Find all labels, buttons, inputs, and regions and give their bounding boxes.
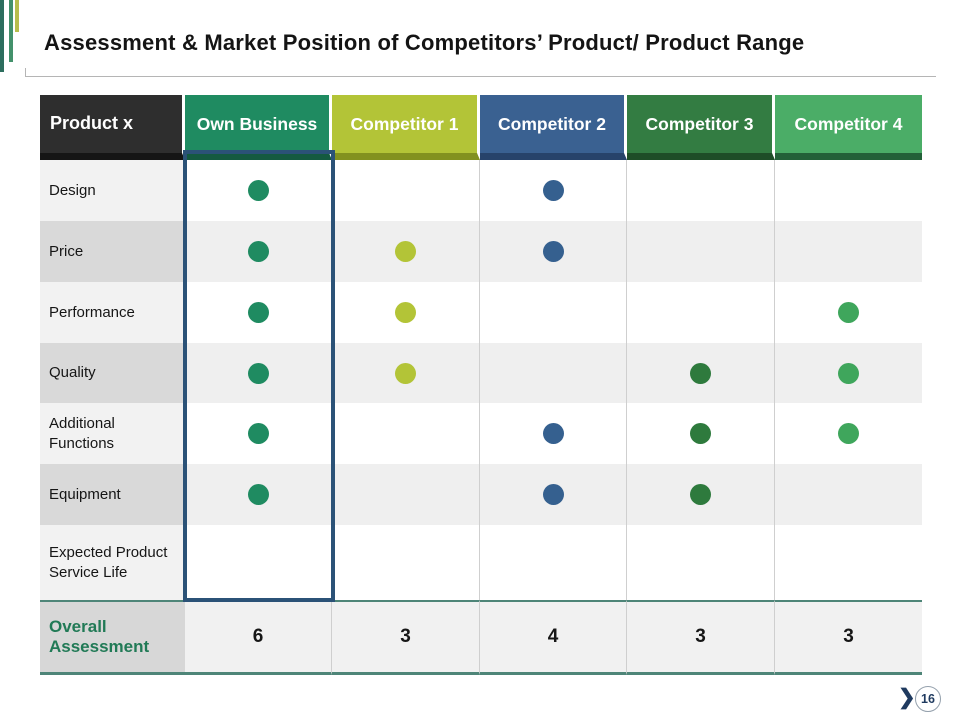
matrix-cell-design-competitor-2 (480, 160, 627, 221)
rating-dot-competitor-1 (395, 362, 416, 384)
rating-dot-competitor-1 (395, 241, 416, 262)
rating-dot-own-business (247, 484, 269, 505)
row-label-equipment: Equipment (40, 464, 185, 525)
matrix-cell-price-own-business (185, 221, 332, 282)
rating-dot-competitor-4 (838, 423, 859, 444)
matrix-cell-expected-product-service-life-competitor-1 (332, 525, 480, 600)
matrix-cell-performance-competitor-2 (480, 282, 627, 343)
page-number-badge[interactable]: 16 (915, 686, 941, 712)
matrix-cell-performance-competitor-4 (775, 282, 922, 343)
rating-dot-own-business (247, 241, 269, 262)
rating-dot-competitor-3 (690, 362, 711, 384)
matrix-cell-design-competitor-1 (332, 160, 480, 221)
matrix-cell-price-competitor-4 (775, 221, 922, 282)
matrix-cell-expected-product-service-life-competitor-2 (480, 525, 627, 600)
decor-stripe-green (9, 0, 13, 62)
row-label-additional-functions: Additional Functions (40, 403, 185, 464)
rating-dot-competitor-1 (395, 302, 416, 323)
next-chevron-icon[interactable]: ❯ (898, 686, 916, 709)
title-rule-tick (25, 68, 26, 77)
rating-dot-competitor-3 (690, 423, 711, 444)
rating-dot-competitor-4 (838, 362, 859, 384)
matrix-cell-quality-own-business (185, 343, 332, 403)
matrix-cell-equipment-competitor-4 (775, 464, 922, 525)
overall-value-competitor-3: 3 (627, 600, 775, 675)
matrix-cell-performance-own-business (185, 282, 332, 343)
header-cell-competitor-2: Competitor 2 (480, 95, 627, 160)
matrix-cell-price-competitor-3 (627, 221, 775, 282)
overall-value-competitor-4: 3 (775, 600, 922, 675)
matrix-cell-equipment-competitor-1 (332, 464, 480, 525)
matrix-cell-additional-functions-competitor-1 (332, 403, 480, 464)
rating-dot-own-business (247, 180, 269, 201)
matrix-cell-equipment-competitor-2 (480, 464, 627, 525)
matrix-cell-additional-functions-competitor-4 (775, 403, 922, 464)
header-cell-competitor-3: Competitor 3 (627, 95, 775, 160)
matrix-cell-equipment-competitor-3 (627, 464, 775, 525)
matrix-cell-quality-competitor-4 (775, 343, 922, 403)
overall-value-own-business: 6 (185, 600, 332, 675)
rating-dot-competitor-2 (542, 180, 564, 201)
row-label-performance: Performance (40, 282, 185, 343)
slide-title: Assessment & Market Position of Competit… (44, 30, 805, 55)
row-label-price: Price (40, 221, 185, 282)
matrix-cell-design-competitor-4 (775, 160, 922, 221)
decor-stripe-teal (0, 0, 4, 72)
title-rule (25, 76, 936, 77)
row-label-expected-product-service-life: Expected Product Service Life (40, 525, 185, 600)
matrix-cell-design-own-business (185, 160, 332, 221)
matrix-cell-price-competitor-1 (332, 221, 480, 282)
matrix-cell-expected-product-service-life-own-business (185, 525, 332, 600)
matrix-cell-equipment-own-business (185, 464, 332, 525)
header-cell-own-business: Own Business (185, 95, 332, 160)
overall-value-competitor-1: 3 (332, 600, 480, 675)
matrix-cell-expected-product-service-life-competitor-4 (775, 525, 922, 600)
matrix-cell-quality-competitor-1 (332, 343, 480, 403)
rating-dot-own-business (247, 423, 269, 444)
matrix-cell-additional-functions-competitor-3 (627, 403, 775, 464)
matrix-cell-additional-functions-own-business (185, 403, 332, 464)
matrix-cell-design-competitor-3 (627, 160, 775, 221)
competitor-assessment-table: Product x Own Business Competitor 1 Competi… (40, 95, 922, 675)
rating-dot-competitor-2 (542, 484, 564, 505)
matrix-cell-quality-competitor-3 (627, 343, 775, 403)
matrix-cell-price-competitor-2 (480, 221, 627, 282)
rating-dot-competitor-3 (690, 484, 711, 505)
matrix-cell-performance-competitor-3 (627, 282, 775, 343)
matrix-cell-expected-product-service-life-competitor-3 (627, 525, 775, 600)
overall-assessment-label: Overall Assessment (40, 600, 185, 675)
rating-dot-own-business (247, 302, 269, 323)
rating-dot-competitor-2 (542, 423, 564, 444)
header-cell-competitor-4: Competitor 4 (775, 95, 922, 160)
row-label-quality: Quality (40, 343, 185, 403)
header-cell-competitor-1: Competitor 1 (332, 95, 480, 160)
matrix-cell-quality-competitor-2 (480, 343, 627, 403)
overall-value-competitor-2: 4 (480, 600, 627, 675)
rating-dot-competitor-2 (542, 241, 564, 262)
rating-dot-own-business (247, 362, 269, 384)
row-label-design: Design (40, 160, 185, 221)
matrix-cell-additional-functions-competitor-2 (480, 403, 627, 464)
rating-dot-competitor-4 (838, 302, 859, 323)
decor-stripe-olive (15, 0, 19, 32)
header-cell-product-x: Product x (40, 95, 185, 160)
matrix-cell-performance-competitor-1 (332, 282, 480, 343)
